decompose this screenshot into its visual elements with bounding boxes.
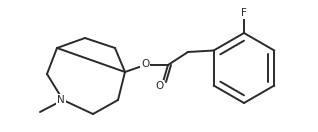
Text: O: O [141,59,149,69]
Text: O: O [155,81,163,91]
Text: N: N [57,95,65,105]
Text: F: F [241,8,247,18]
